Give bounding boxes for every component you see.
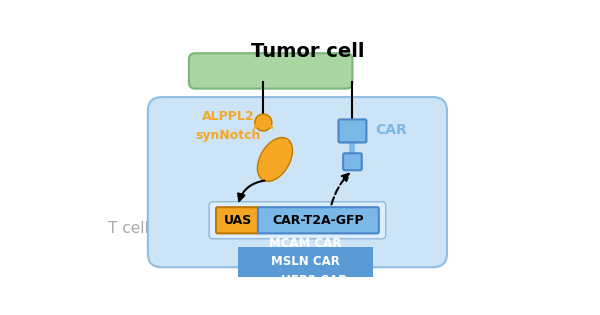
FancyBboxPatch shape <box>209 202 386 239</box>
Circle shape <box>255 114 272 131</box>
FancyBboxPatch shape <box>343 153 362 170</box>
FancyBboxPatch shape <box>238 247 373 277</box>
Ellipse shape <box>257 138 292 181</box>
FancyBboxPatch shape <box>216 207 259 233</box>
Text: MCAM CAR
MSLN CAR
or HER2 CAR: MCAM CAR MSLN CAR or HER2 CAR <box>263 237 347 287</box>
Text: Tumor cell: Tumor cell <box>251 42 364 61</box>
FancyBboxPatch shape <box>189 53 352 89</box>
Text: ALPPL2
synNotch: ALPPL2 synNotch <box>196 110 261 142</box>
FancyBboxPatch shape <box>148 97 447 267</box>
Text: CAR-T2A-GFP: CAR-T2A-GFP <box>272 214 364 227</box>
Text: T cell: T cell <box>108 221 149 236</box>
Text: CAR: CAR <box>376 123 407 137</box>
FancyBboxPatch shape <box>258 207 379 233</box>
Text: UAS: UAS <box>224 214 252 227</box>
FancyBboxPatch shape <box>338 119 367 142</box>
